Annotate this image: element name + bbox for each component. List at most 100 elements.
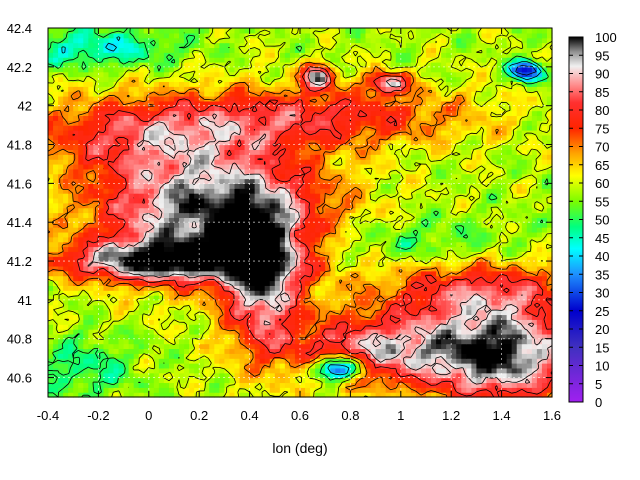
heatmap-cell	[63, 207, 69, 214]
heatmap-cell	[426, 261, 432, 267]
heatmap-cell	[375, 246, 382, 252]
heatmap-cell	[224, 299, 231, 306]
heatmap-cell	[53, 197, 59, 204]
heatmap-cell	[526, 236, 533, 243]
heatmap-cell	[209, 265, 215, 272]
heatmap-cell	[204, 314, 210, 320]
heatmap-cell	[133, 387, 140, 393]
heatmap-cell	[315, 285, 321, 291]
heatmap-cell	[446, 329, 452, 335]
heatmap-cell	[63, 348, 69, 354]
heatmap-cell	[426, 256, 432, 262]
heatmap-cell	[446, 343, 452, 350]
heatmap-cell	[118, 222, 125, 228]
heatmap-cell	[521, 222, 528, 228]
heatmap-cell	[511, 358, 518, 364]
heatmap-cell	[496, 231, 503, 238]
heatmap-cell	[108, 188, 115, 194]
heatmap-cell	[158, 193, 165, 199]
heatmap-cell	[83, 261, 89, 267]
heatmap-cell	[481, 197, 488, 204]
heatmap-cell	[536, 387, 543, 393]
heatmap-cell	[410, 261, 417, 267]
heatmap-cell	[264, 231, 271, 238]
heatmap-cell	[310, 290, 316, 296]
heatmap-cell	[461, 183, 467, 189]
heatmap-cell	[219, 193, 225, 199]
heatmap-cell	[521, 299, 528, 306]
heatmap-cell	[199, 367, 205, 374]
heatmap-cell	[48, 392, 54, 398]
heatmap-cell	[168, 251, 175, 257]
heatmap-cell	[133, 202, 140, 209]
heatmap-cell	[289, 217, 296, 223]
heatmap-cell	[113, 348, 120, 354]
heatmap-cell	[420, 353, 427, 359]
heatmap-cell	[511, 197, 518, 204]
heatmap-cell	[300, 324, 306, 330]
heatmap-cell	[174, 392, 180, 398]
heatmap-cell	[501, 353, 508, 359]
heatmap-cell	[264, 333, 271, 340]
heatmap-cell	[491, 290, 498, 296]
heatmap-cell	[405, 261, 412, 267]
heatmap-cell	[63, 159, 69, 165]
heatmap-cell	[511, 290, 518, 296]
heatmap-cell	[98, 183, 105, 189]
heatmap-cell	[431, 222, 437, 228]
heatmap-cell	[204, 333, 210, 340]
heatmap-cell	[294, 324, 301, 330]
heatmap-cell	[355, 314, 362, 320]
heatmap-cell	[350, 280, 357, 286]
heatmap-cell	[390, 261, 397, 267]
heatmap-cell	[194, 231, 200, 238]
heatmap-cell	[305, 173, 311, 180]
heatmap-cell	[289, 183, 296, 189]
heatmap-cell	[128, 231, 135, 238]
heatmap-cell	[441, 304, 447, 311]
heatmap-cell	[365, 256, 372, 262]
heatmap-cell	[58, 212, 64, 218]
heatmap-cell	[214, 295, 220, 301]
heatmap-cell	[133, 392, 140, 398]
heatmap-cell	[259, 173, 266, 180]
heatmap-cell	[410, 163, 417, 170]
heatmap-cell	[103, 236, 110, 243]
heatmap-cell	[476, 231, 483, 238]
heatmap-cell	[436, 154, 442, 160]
heatmap-cell	[466, 333, 472, 340]
heatmap-cell	[133, 377, 140, 384]
heatmap-cell	[199, 275, 205, 282]
heatmap-cell	[224, 285, 231, 291]
heatmap-cell	[426, 363, 432, 369]
heatmap-cell	[163, 231, 170, 238]
heatmap-cell	[410, 295, 417, 301]
heatmap-cell	[103, 333, 110, 340]
heatmap-cell	[289, 372, 296, 379]
heatmap-cell	[148, 377, 155, 384]
heatmap-cell	[451, 367, 457, 374]
heatmap-cell	[269, 265, 276, 272]
heatmap-cell	[426, 280, 432, 286]
heatmap-cell	[153, 333, 160, 340]
heatmap-cell	[78, 236, 84, 243]
heatmap-cell	[390, 159, 397, 165]
heatmap-cell	[284, 154, 291, 160]
heatmap-cell	[239, 309, 246, 316]
heatmap-cell	[209, 241, 215, 248]
heatmap-cell	[179, 372, 185, 379]
heatmap-cell	[103, 372, 110, 379]
heatmap-cell	[138, 246, 145, 252]
heatmap-cell	[113, 304, 120, 311]
heatmap-cell	[385, 154, 392, 160]
heatmap-cell	[189, 382, 195, 388]
heatmap-cell	[501, 338, 508, 345]
heatmap-cell	[461, 304, 467, 311]
heatmap-cell	[451, 333, 457, 340]
heatmap-cell	[420, 236, 427, 243]
heatmap-cell	[168, 183, 175, 189]
heatmap-cell	[244, 338, 251, 345]
heatmap-cell	[531, 265, 538, 272]
heatmap-cell	[168, 168, 175, 175]
heatmap-cell	[138, 309, 145, 316]
